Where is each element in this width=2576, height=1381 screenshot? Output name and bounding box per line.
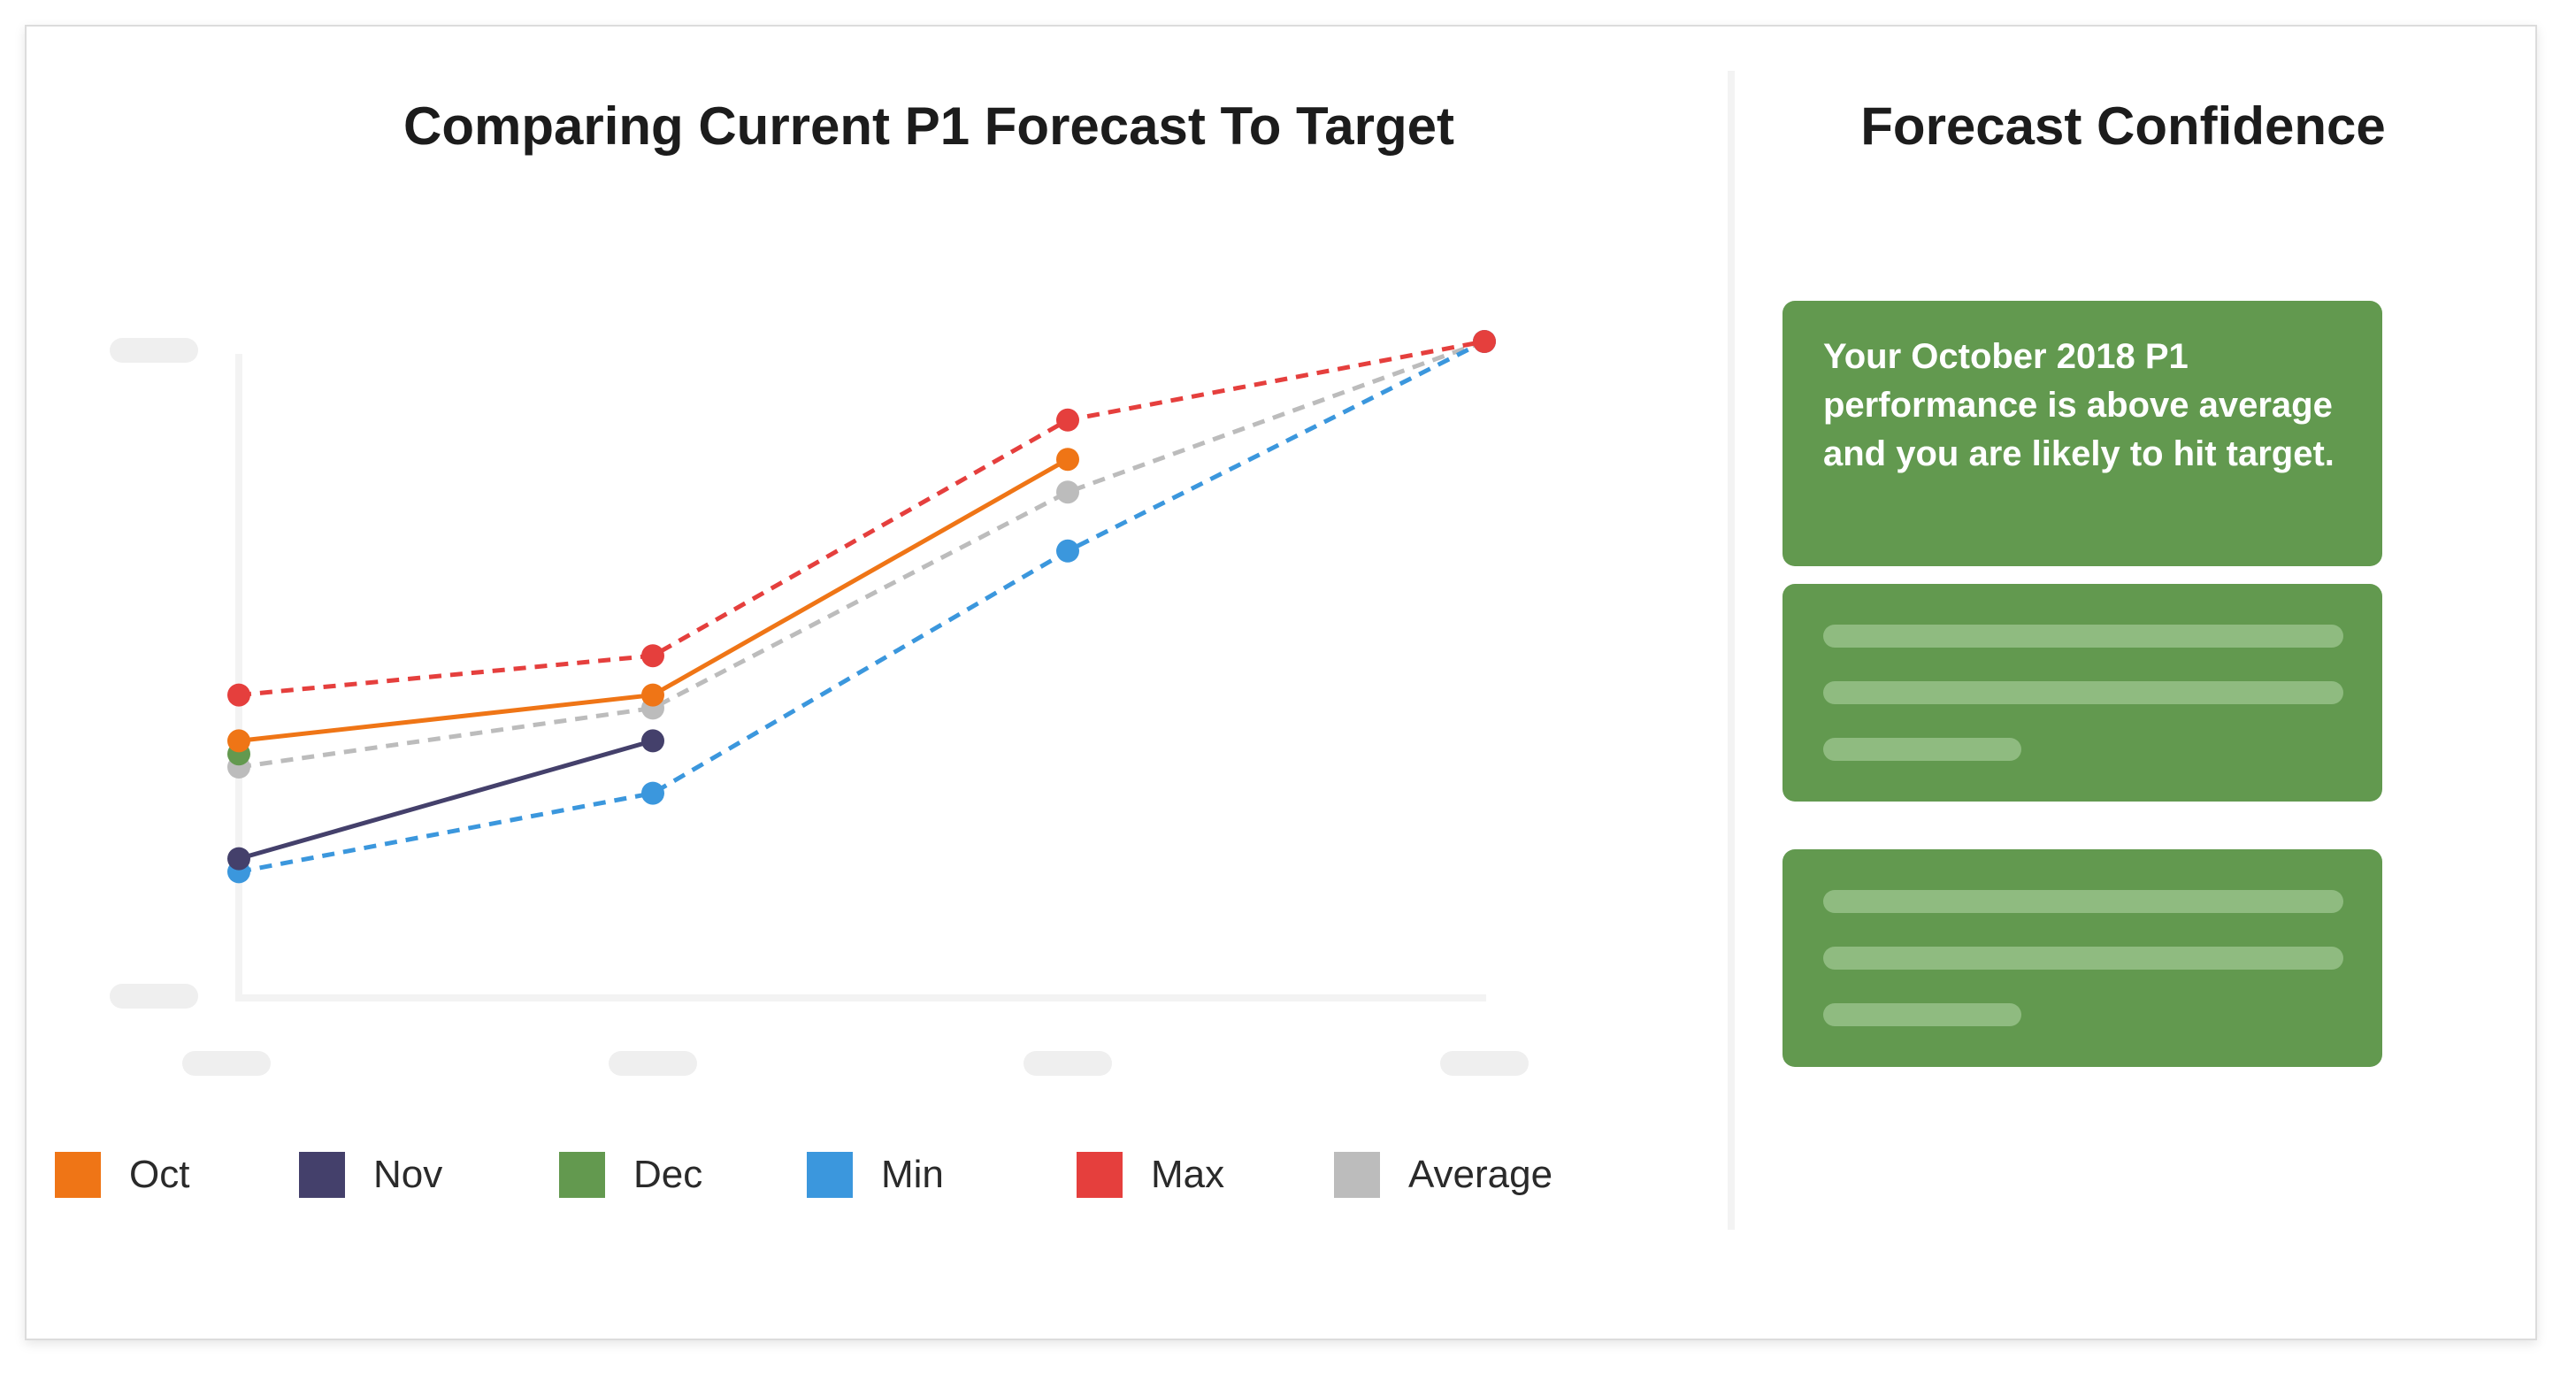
placeholder-line [1823,1003,2021,1026]
legend-label-oct: Oct [129,1153,190,1196]
placeholder-line [1823,947,2343,970]
placeholder-line [1823,681,2343,704]
data-point-nov [227,847,250,871]
confidence-placeholder-box-2 [1782,849,2382,1067]
legend-swatch-oct [55,1152,101,1198]
data-point-oct [1056,448,1079,472]
data-point-max [1056,408,1079,432]
data-point-max [641,644,664,668]
series-average [227,330,1496,779]
data-point-average [1056,480,1079,504]
legend-label-max: Max [1151,1153,1225,1196]
legend-label-dec: Dec [633,1153,703,1196]
series-min [227,330,1496,884]
legend-item-nov: Nov [299,1150,442,1200]
series-line-max [238,339,1485,698]
legend-swatch-min [807,1152,853,1198]
series-max [227,330,1496,707]
data-point-max [227,683,250,707]
legend-swatch-dec [559,1152,605,1198]
forecast-confidence-title: Forecast Confidence [1860,96,2386,156]
series-line-average [238,339,1485,770]
series-line-nov [238,738,654,862]
legend-item-max: Max [1077,1150,1224,1200]
y-tick-placeholder-bottom [110,984,198,1009]
data-point-min [1056,539,1079,563]
confidence-message: Your October 2018 P1 performance is abov… [1823,337,2334,473]
confidence-message-box: Your October 2018 P1 performance is abov… [1782,301,2382,566]
legend-swatch-average [1334,1152,1380,1198]
legend-item-oct: Oct [55,1150,189,1200]
legend-item-average: Average [1334,1150,1552,1200]
placeholder-line [1823,890,2343,913]
legend-swatch-max [1077,1152,1123,1198]
legend-label-average: Average [1408,1153,1553,1196]
placeholder-line [1823,625,2343,648]
y-tick-placeholder-top [110,338,198,363]
x-tick-placeholder-3 [1024,1051,1112,1076]
legend-label-min: Min [881,1153,944,1196]
confidence-placeholder-box-1 [1782,584,2382,802]
data-point-max [1473,330,1496,353]
data-point-oct [227,729,250,753]
series-oct [227,448,1079,753]
panel-divider [1728,71,1735,1230]
x-tick-placeholder-2 [609,1051,697,1076]
legend-item-dec: Dec [559,1150,702,1200]
legend-label-nov: Nov [373,1153,443,1196]
legend-item-min: Min [807,1150,944,1200]
data-point-min [641,781,664,805]
data-point-oct [641,683,664,707]
x-tick-placeholder-4 [1440,1051,1529,1076]
x-tick-placeholder-1 [182,1051,271,1076]
placeholder-line [1823,738,2021,761]
series-line-min [238,339,1486,874]
legend-swatch-nov [299,1152,345,1198]
data-point-nov [641,729,664,753]
series-nov [227,729,664,871]
chart-title: Comparing Current P1 Forecast To Target [403,96,1454,156]
